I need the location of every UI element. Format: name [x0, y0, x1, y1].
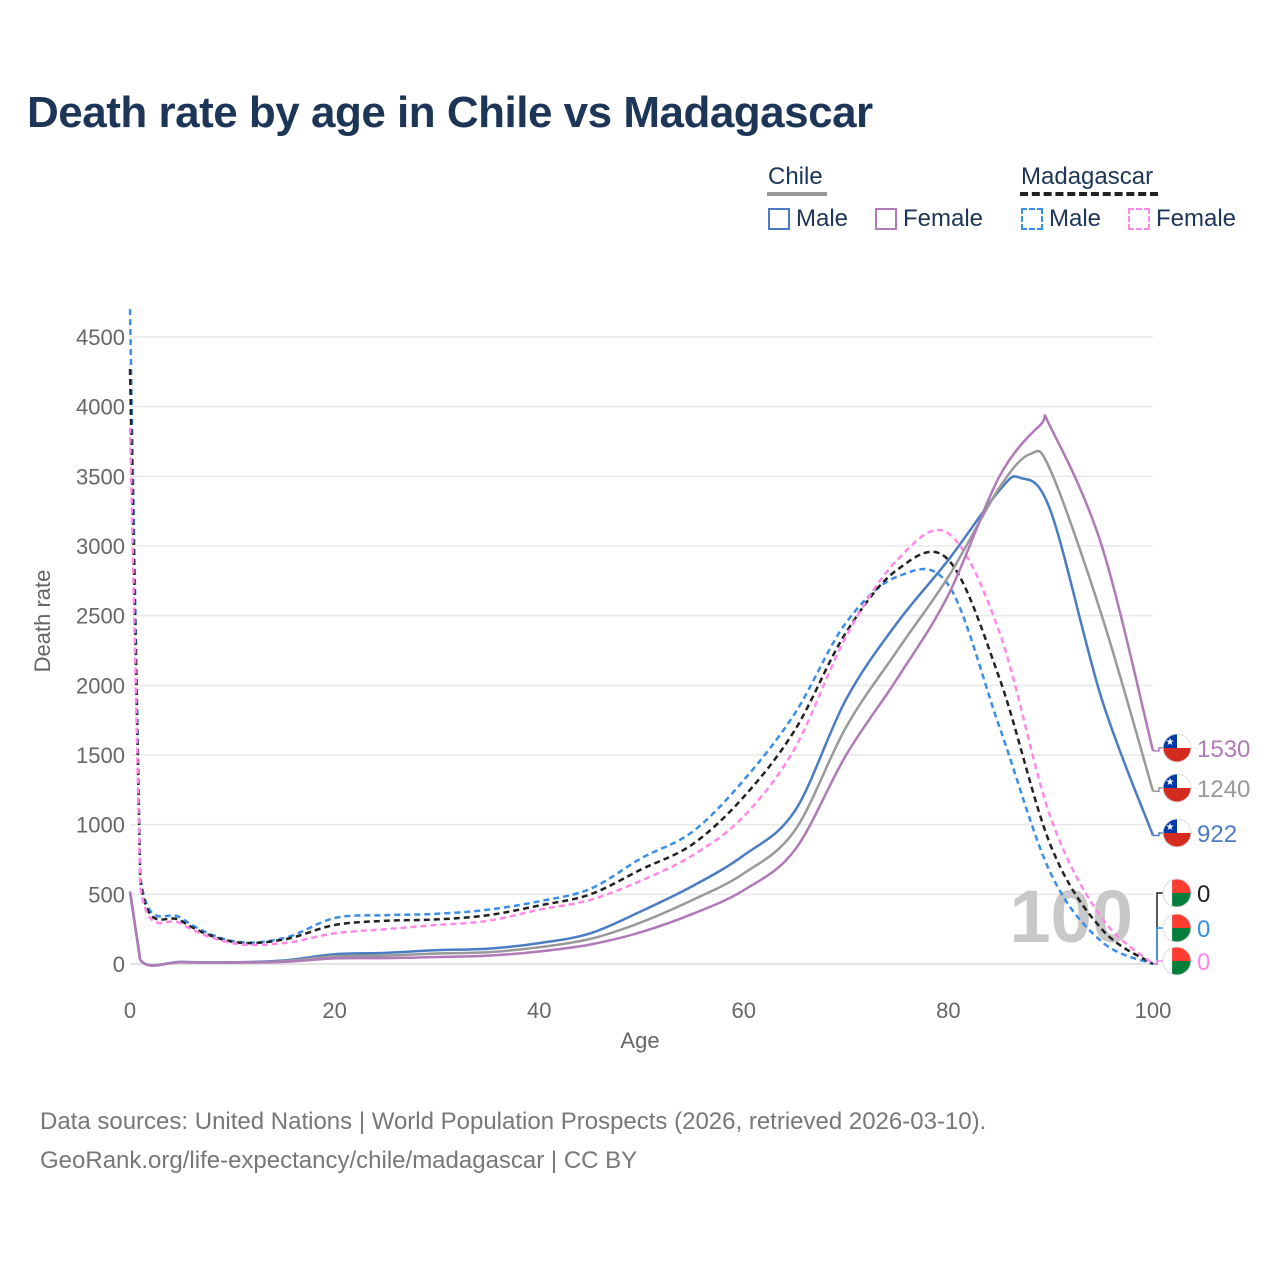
- y-tick-label: 4500: [76, 325, 125, 350]
- y-tick-label: 500: [88, 882, 125, 907]
- chile-flag-icon: ★: [1162, 773, 1192, 803]
- x-tick-label: 60: [732, 998, 756, 1023]
- legend-madagascar-female[interactable]: Female: [1128, 205, 1236, 233]
- x-tick-label: 40: [527, 998, 551, 1023]
- x-tick-label: 0: [124, 998, 136, 1023]
- x-axis-ticks: 0 20 40 60 80 100: [124, 998, 1171, 1023]
- x-tick-label: 20: [322, 998, 346, 1023]
- legend-swatch-chile-male: [768, 208, 790, 230]
- end-label-chile_total: 1240: [1197, 776, 1250, 803]
- footer-credit: GeoRank.org/life-expectancy/chile/madaga…: [40, 1147, 638, 1174]
- svg-text:★: ★: [1166, 777, 1175, 788]
- connector-chile_female: [1153, 747, 1165, 752]
- gridlines: [130, 336, 1153, 965]
- legend-chile-female-label: Female: [903, 205, 984, 232]
- y-axis-label: Death rate: [30, 570, 55, 673]
- legend-madagascar-title: Madagascar: [1021, 163, 1154, 190]
- series-line-chile_total[interactable]: [128, 449, 1155, 967]
- end-label-mdg_male: 0: [1197, 916, 1210, 943]
- connector-chile_male: [1153, 832, 1165, 837]
- series-line-mdg_female[interactable]: [128, 427, 1154, 965]
- svg-text:★: ★: [1166, 822, 1175, 833]
- y-tick-label: 4000: [76, 395, 125, 420]
- connector-mdg_female: [1153, 960, 1163, 965]
- legend-chile-male-label: Male: [796, 205, 849, 232]
- legend-chile-male[interactable]: Male: [768, 205, 848, 233]
- x-axis-label: Age: [620, 1028, 659, 1053]
- end-label-chile_female: 1530: [1197, 736, 1250, 763]
- y-tick-label: 2500: [76, 604, 125, 629]
- series-line-mdg_total[interactable]: [128, 368, 1154, 966]
- y-tick-label: 2000: [76, 673, 125, 698]
- legend-chile-female[interactable]: Female: [875, 205, 983, 233]
- madagascar-flag-icon: [1162, 878, 1192, 908]
- series-line-chile_male[interactable]: [128, 475, 1155, 967]
- legend-swatch-madagascar-male: [1021, 208, 1043, 230]
- legend-swatch-madagascar-female: [1128, 208, 1150, 230]
- legend-madagascar-female-label: Female: [1156, 205, 1237, 232]
- end-label-mdg_female: 0: [1197, 949, 1210, 976]
- legend-madagascar-underline: [1020, 192, 1158, 196]
- y-tick-label: 3500: [76, 464, 125, 489]
- y-tick-label: 1500: [76, 743, 125, 768]
- madagascar-flag-icon: [1162, 946, 1192, 976]
- end-label-connectors: [1153, 747, 1165, 965]
- y-tick-label: 3000: [76, 534, 125, 559]
- svg-text:★: ★: [1166, 737, 1175, 748]
- footer-sources: Data sources: United Nations | World Pop…: [40, 1108, 987, 1135]
- x-tick-label: 100: [1135, 998, 1172, 1023]
- madagascar-flag-icon: [1162, 913, 1192, 943]
- legend-swatch-chile-female: [875, 208, 897, 230]
- y-tick-label: 1000: [76, 813, 125, 838]
- legend-chile-title: Chile: [768, 163, 823, 190]
- legend-madagascar-male[interactable]: Male: [1021, 205, 1101, 233]
- chart-title: Death rate by age in Chile vs Madagascar: [27, 88, 873, 137]
- age-annotation: 100: [1010, 875, 1133, 958]
- legend-chile-underline: [767, 192, 827, 196]
- y-axis-ticks: 0 500 1000 1500 2000 2500 3000 3500 4000 4500: [76, 325, 125, 977]
- chile-flag-icon: ★: [1162, 818, 1192, 848]
- series-lines: [128, 309, 1155, 967]
- series-line-mdg_male[interactable]: [128, 309, 1154, 966]
- series-line-chile_female[interactable]: [128, 414, 1155, 967]
- end-label-chile_male: 922: [1197, 821, 1237, 848]
- legend-madagascar-male-label: Male: [1049, 205, 1102, 232]
- y-tick-label: 0: [113, 952, 125, 977]
- chile-flag-icon: ★: [1162, 733, 1192, 763]
- connector-mdg_male: [1153, 927, 1163, 965]
- x-tick-label: 80: [936, 998, 960, 1023]
- connector-chile_total: [1153, 787, 1165, 792]
- end-label-mdg_total: 0: [1197, 881, 1210, 908]
- end-labels: ★ 1530 ★ 1240 ★ 922 0 0 0: [1162, 733, 1250, 976]
